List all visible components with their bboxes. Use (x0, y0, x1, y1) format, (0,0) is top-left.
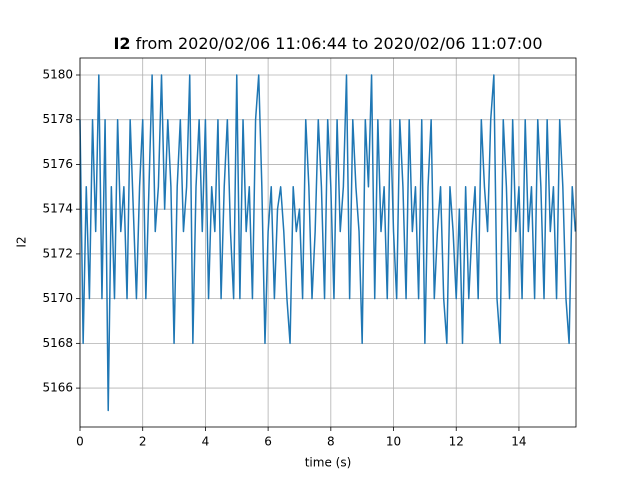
x-axis-label: time (s) (305, 456, 352, 470)
y-tick-label: 5180 (42, 67, 73, 81)
chart-title: I2 from 2020/02/06 11:06:44 to 2020/02/0… (113, 34, 542, 53)
y-tick-label: 5176 (42, 157, 73, 171)
x-tick-label: 0 (76, 435, 84, 449)
x-tick-label: 14 (511, 435, 526, 449)
y-tick-label: 5172 (42, 246, 73, 260)
x-tick-label: 8 (327, 435, 335, 449)
x-tick-label: 2 (139, 435, 147, 449)
x-tick-label: 6 (264, 435, 272, 449)
y-tick-label: 5166 (42, 381, 73, 395)
x-tick-label: 4 (202, 435, 210, 449)
title-name: I2 (113, 34, 130, 53)
plot-frame (79, 57, 577, 428)
y-tick-label: 5174 (42, 202, 73, 216)
y-axis-label: I2 (15, 236, 29, 247)
x-tick-label: 12 (449, 435, 464, 449)
x-tick-label: 10 (386, 435, 401, 449)
data-line (79, 74, 577, 412)
y-tick-label: 5168 (42, 336, 73, 350)
y-tick-label: 5178 (42, 112, 73, 126)
title-range: from 2020/02/06 11:06:44 to 2020/02/06 1… (136, 34, 543, 53)
y-tick-label: 5170 (42, 291, 73, 305)
